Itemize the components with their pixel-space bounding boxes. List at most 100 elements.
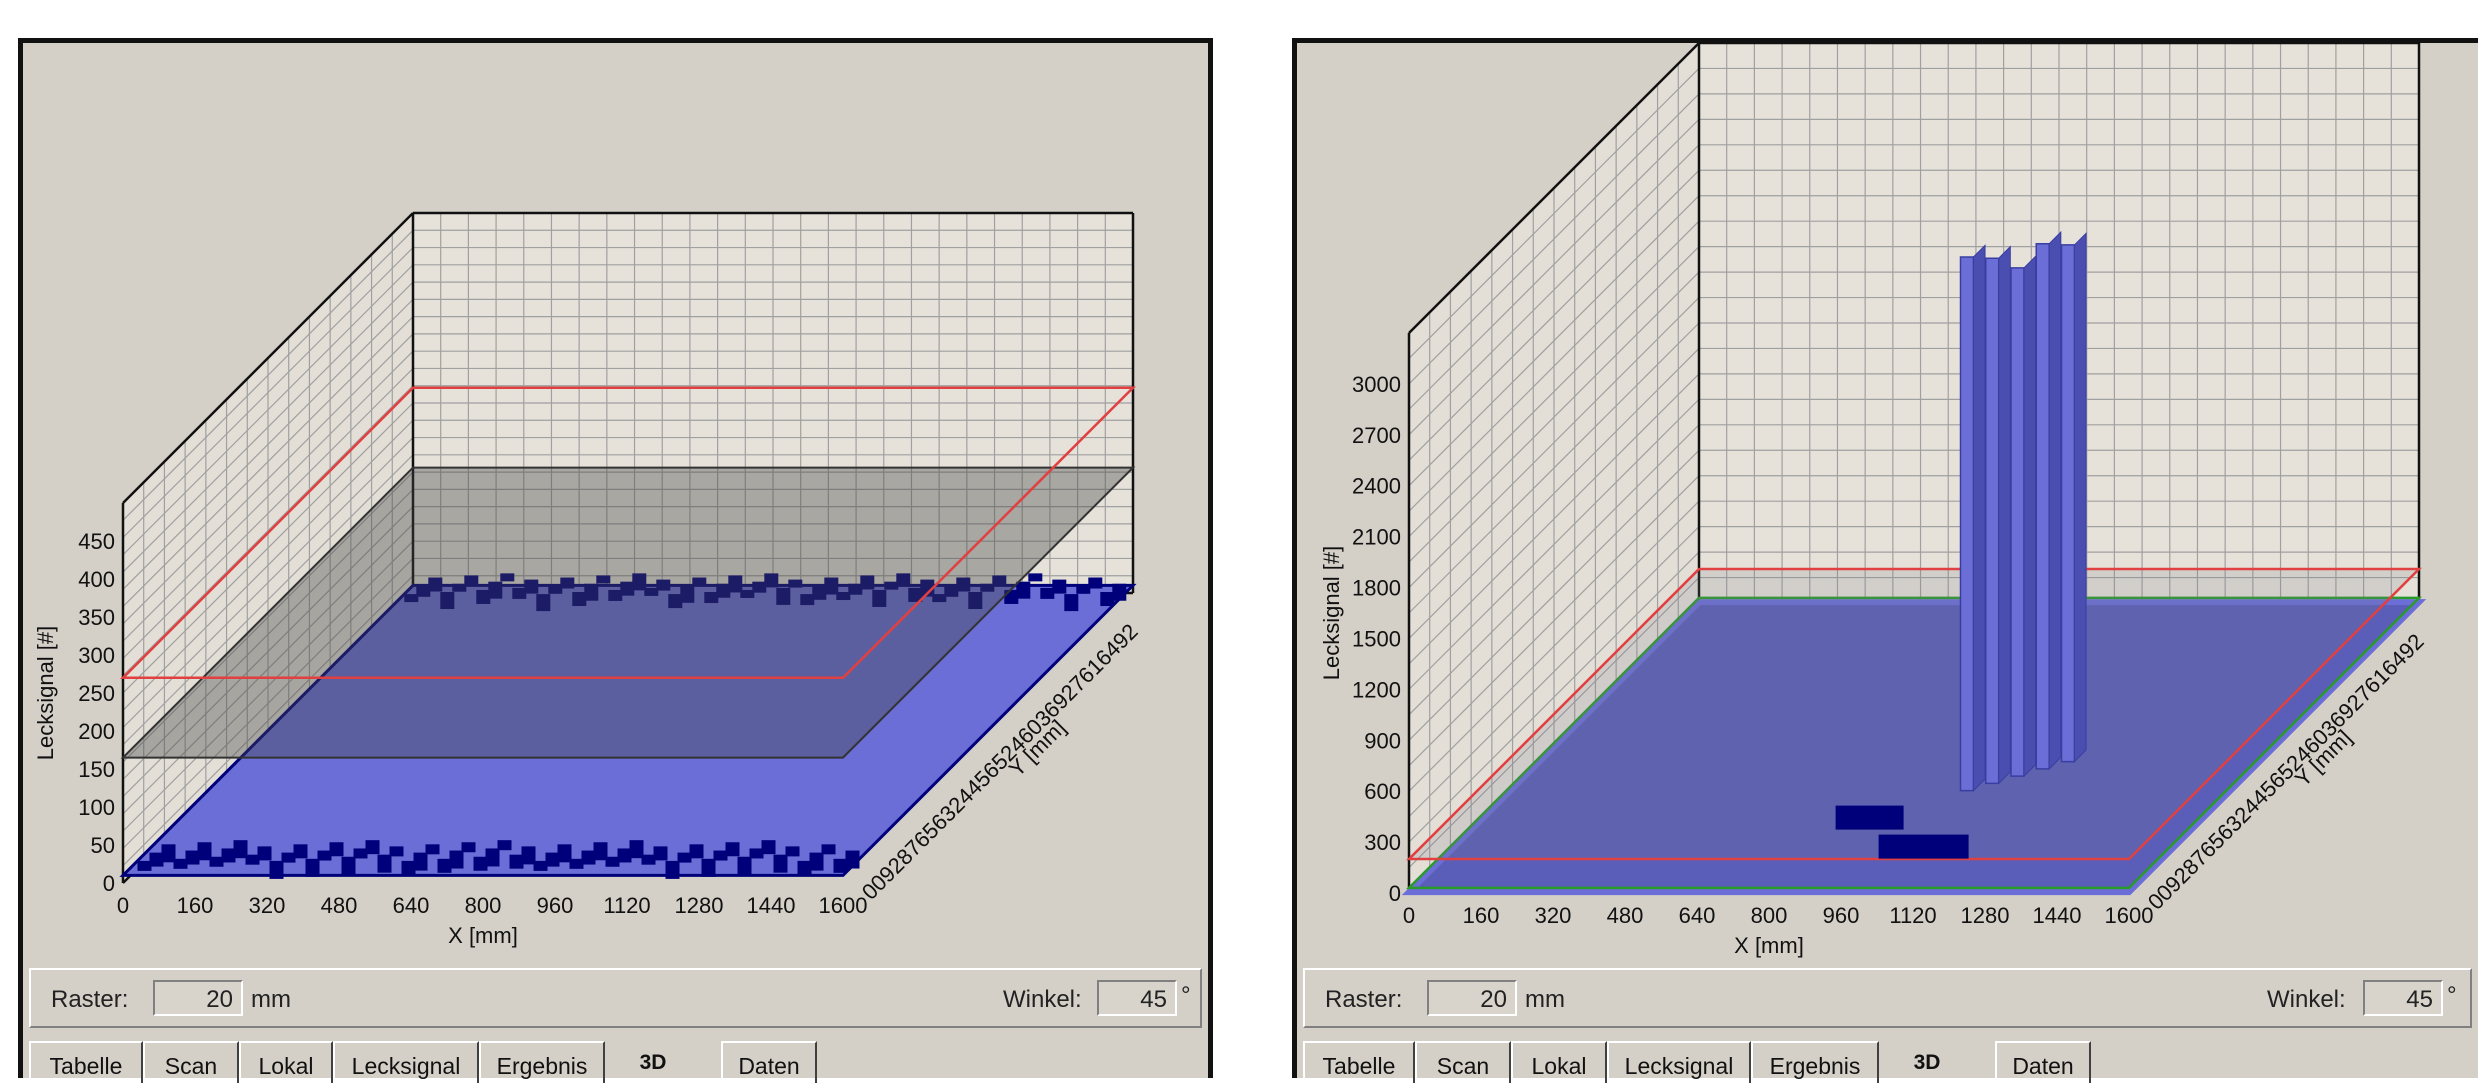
bar-edge-near [377,854,392,873]
bar-edge-far [788,579,803,588]
tab-lecksignal[interactable]: Lecksignal [1607,1041,1751,1083]
bar-edge-far [824,577,839,595]
raster-input[interactable]: 20 [153,980,243,1016]
bar-edge-near [689,844,704,859]
winkel-unit: ° [1181,982,1191,1009]
data-surface [119,583,1137,877]
z-tick-label: 150 [78,757,115,782]
z-axis-label: Lecksignal [#] [1319,546,1344,681]
bar-edge-near [509,854,524,869]
tab-scan[interactable]: Scan [1415,1041,1511,1083]
bar-edge-near [317,850,332,861]
tab-tabelle[interactable]: Tabelle [1303,1041,1415,1083]
bar-edge-far [728,575,743,593]
winkel-input[interactable]: 45 [2363,980,2443,1016]
bar-edge-far [524,579,539,594]
bar-edge-far [920,579,935,597]
bar-peak [2010,267,2025,777]
tab-daten[interactable]: Daten [1995,1041,2091,1083]
tab-ergebnis[interactable]: Ergebnis [479,1041,605,1083]
bar-peak [1959,256,1975,792]
x-tick-label: 1600 [819,893,868,918]
bar-edge-near [221,848,236,863]
bar-edge-far [476,589,491,604]
bar-edge-near [797,860,812,875]
bar-edge-far [860,575,875,590]
bar-edge-near [677,852,692,863]
x-tick-label: 1440 [747,893,796,918]
bar-edge-far [656,579,671,591]
bar-edge-near [269,860,284,879]
bar-edge-near [341,856,356,875]
bar-edge-near [305,858,320,877]
bar-peak-side [2073,232,2087,763]
bar-edge-near [749,848,764,859]
chart-3d-left: 0 50 100 150 200 250 300 350 400 450 0 160 320 480 640… [33,211,1143,948]
x-tick-label: 0 [1403,903,1415,928]
bar-edge-near [773,854,788,873]
bar-edge-far [812,585,827,600]
x-tick-label: 1600 [2105,903,2154,928]
bar-edge-near [173,858,188,869]
bar-edge-far [608,589,623,601]
tab-scan[interactable]: Scan [143,1041,239,1083]
bar-edge-near [257,846,272,861]
bar-edge-far [680,585,695,603]
z-tick-label: 200 [78,719,115,744]
bar-edge-far [752,581,767,593]
x-axis-label: X [mm] [448,923,518,948]
raster-input[interactable]: 20 [1427,980,1517,1016]
bar-edge-far [464,575,479,587]
x-tick-label: 480 [1607,903,1644,928]
bar-edge-far [1016,581,1031,599]
axis-frame [1408,43,1700,334]
bar-edge-near [569,858,584,869]
bar-edge-far [896,573,911,585]
bar-edge-near [821,844,836,855]
x-tick-label: 1440 [2033,903,2082,928]
bar-edge-near [293,844,308,859]
bar-edge-near [233,840,248,859]
bar-edge-near [545,852,560,867]
winkel-input[interactable]: 45 [1097,980,1177,1016]
x-tick-label: 800 [465,893,502,918]
bar-edge-far [416,585,431,597]
bar-edge-far [512,587,527,599]
panel-left: 0 50 100 150 200 250 300 350 400 450 0 160 320 480 640… [18,38,1213,1083]
z-tick-label: 400 [78,567,115,592]
tab-tabelle[interactable]: Tabelle [29,1041,143,1083]
x-tick-label: 1280 [1961,903,2010,928]
tab-lokal[interactable]: Lokal [1511,1041,1607,1083]
bar-edge-far [536,594,551,612]
bar-edge-far [440,592,455,610]
bar-base [1835,805,1904,830]
bar-edge-near [521,846,536,865]
bar-edge-far [1064,594,1079,612]
tab-lokal[interactable]: Lokal [239,1041,333,1083]
bar-edge-near [497,840,512,851]
bar-edge-near [245,854,260,865]
x-tick-label: 320 [1535,903,1572,928]
bar-edge-far [572,592,587,607]
bar-edge-far [908,587,923,602]
tab-ergebnis[interactable]: Ergebnis [1751,1041,1879,1083]
tab-lecksignal[interactable]: Lecksignal [333,1041,479,1083]
z-tick-label: 900 [1364,728,1401,753]
bar-edge-near [665,860,680,879]
bar-edge-far [1088,577,1103,589]
x-tick-label: 1120 [603,893,650,918]
tab-3d[interactable]: 3D [639,1051,667,1074]
winkel-unit: ° [2447,982,2457,1009]
bar-edge-near [185,850,200,865]
x-axis-label: X [mm] [1734,933,1804,958]
x-tick-label: 1280 [675,893,724,918]
tab-3d[interactable]: 3D [1913,1051,1941,1074]
bar-edge-far [776,587,791,605]
bar-edge-far [764,573,779,588]
x-tick-label: 960 [1823,903,1860,928]
bar-edge-far [1100,592,1115,607]
tab-daten[interactable]: Daten [721,1041,817,1083]
bar-edge-near [137,860,152,871]
z-tick-label: 1200 [1352,677,1401,702]
bar-edge-near [629,840,644,859]
